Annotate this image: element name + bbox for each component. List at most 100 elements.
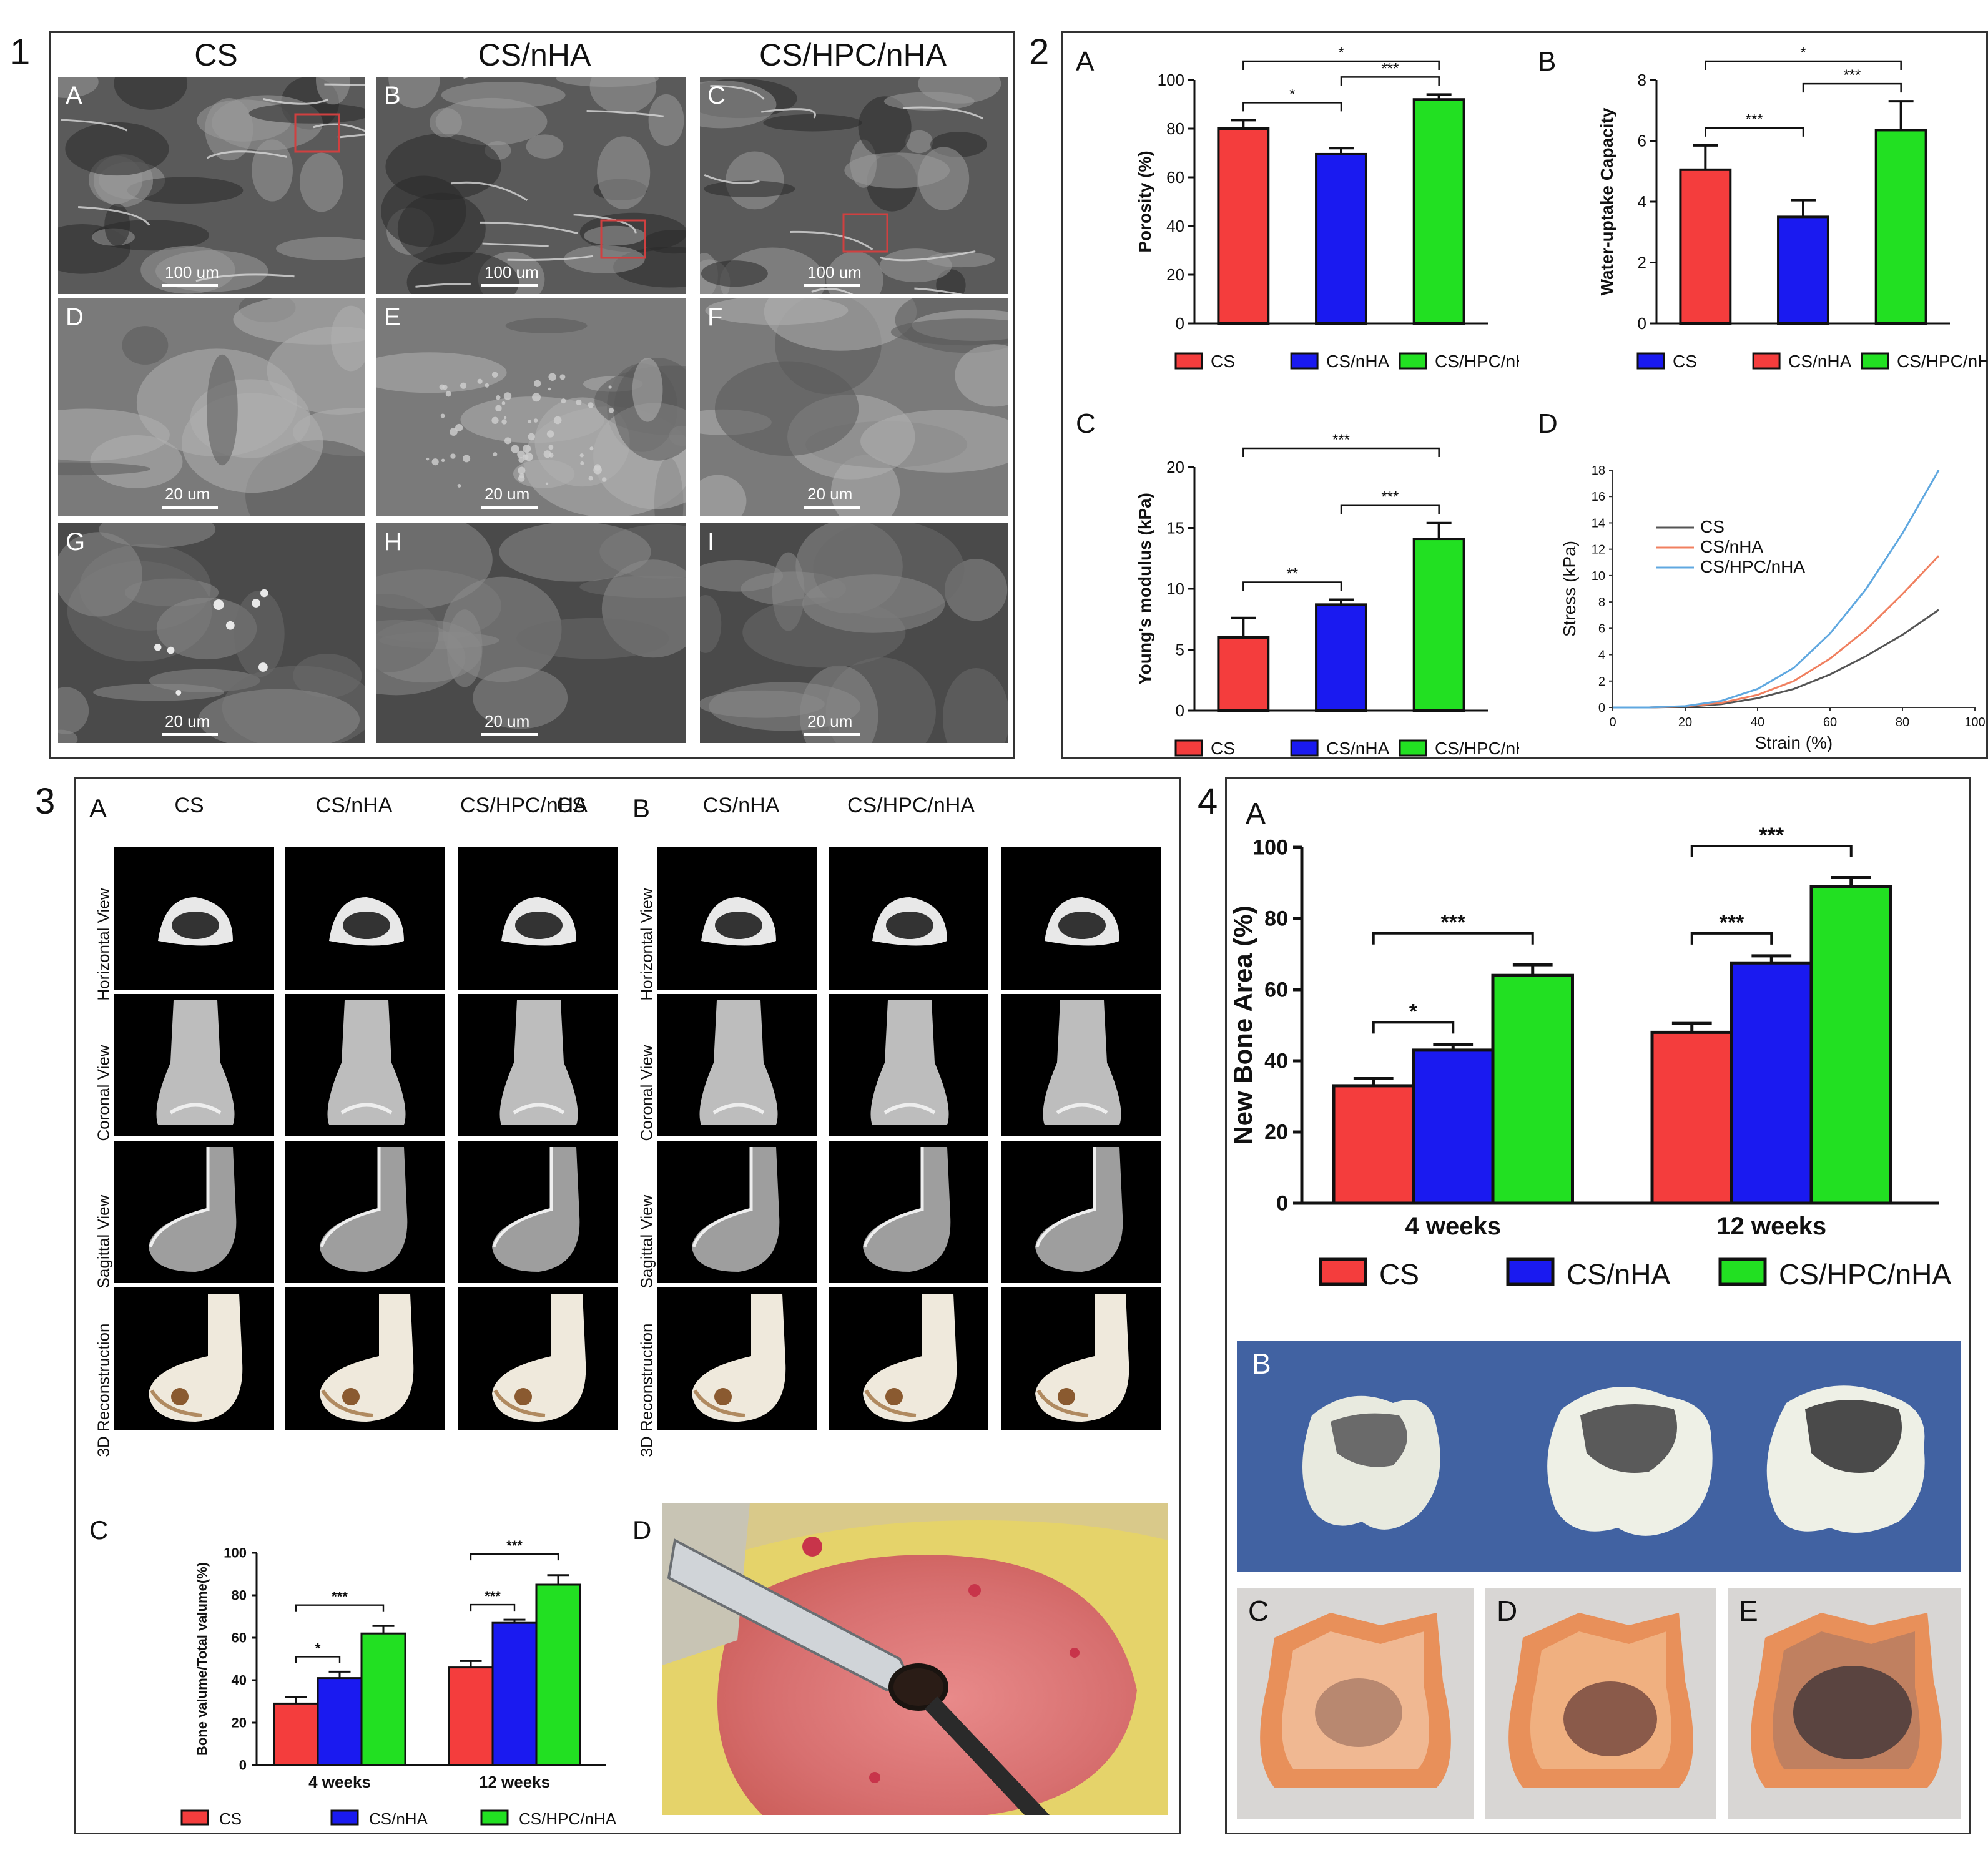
sem-particle bbox=[593, 465, 602, 475]
sem-texture bbox=[441, 81, 566, 109]
legend-swatch bbox=[1506, 1257, 1555, 1286]
sem-texture bbox=[299, 152, 343, 212]
significance-bracket bbox=[1372, 932, 1534, 945]
sem-texture bbox=[122, 326, 169, 365]
legend-label: CS/HPC/nHA bbox=[1897, 352, 1987, 371]
ct-image bbox=[1001, 847, 1161, 990]
sem-image-e: E 20 um bbox=[376, 298, 686, 516]
scale-label: 20 um bbox=[485, 712, 530, 731]
bone-cavity bbox=[515, 912, 563, 939]
bone-edge bbox=[492, 1147, 553, 1247]
sem-particle bbox=[503, 416, 507, 420]
sem-ridge bbox=[586, 110, 664, 117]
legend-swatch bbox=[1319, 1257, 1367, 1286]
sem-texture bbox=[99, 523, 216, 548]
sem-particle bbox=[545, 482, 549, 485]
sem-particle bbox=[534, 380, 541, 387]
significance-label: *** bbox=[1720, 911, 1744, 935]
scale-label: 20 um bbox=[165, 712, 210, 731]
sem-particle bbox=[491, 416, 499, 424]
sem-texture bbox=[505, 318, 588, 333]
y-tick-label: 0 bbox=[1176, 314, 1184, 333]
sem-ridge bbox=[61, 119, 128, 132]
y-axis-label: New Bone Area (%) bbox=[1228, 905, 1257, 1145]
significance-label: * bbox=[1289, 86, 1295, 102]
sem-texture bbox=[955, 344, 1008, 407]
sem-particle bbox=[548, 373, 556, 381]
y-tick-label: 6 bbox=[1638, 132, 1646, 150]
ct-image bbox=[829, 1287, 988, 1430]
bone-edge bbox=[320, 1147, 381, 1247]
sem-texture bbox=[331, 305, 365, 372]
sem-texture bbox=[942, 668, 1008, 743]
sem-texture bbox=[58, 462, 150, 476]
sem-particle bbox=[460, 382, 467, 389]
sem-texture bbox=[700, 594, 722, 653]
sem-ridge bbox=[761, 108, 816, 119]
sem-particle bbox=[579, 453, 584, 458]
scale-bar bbox=[804, 284, 860, 287]
chart-letter: C bbox=[1076, 408, 1096, 439]
legend-swatch bbox=[1636, 352, 1665, 370]
panel-3a-letter: A bbox=[89, 794, 107, 823]
defect-site bbox=[885, 1388, 903, 1405]
bone-3d bbox=[149, 1294, 243, 1422]
bar-cs-hpc-nha bbox=[1412, 98, 1465, 325]
bar-cs-hpc-nha bbox=[1491, 973, 1574, 1205]
bone-sagittal bbox=[149, 1147, 237, 1272]
sem-texture bbox=[597, 136, 651, 209]
zoom-box bbox=[842, 213, 888, 253]
sem-texture bbox=[516, 618, 669, 659]
sem-texture bbox=[376, 523, 493, 609]
legend-label: CS/nHA bbox=[1788, 352, 1851, 371]
sem-particle bbox=[518, 466, 526, 475]
sem-particle bbox=[518, 456, 524, 463]
ct-view-label: Horizontal View bbox=[94, 888, 113, 1001]
bar-cs-nha bbox=[1315, 152, 1367, 325]
sem-texture bbox=[93, 683, 224, 701]
y-tick-label: 2 bbox=[1598, 675, 1605, 689]
bone-edge bbox=[883, 1103, 936, 1115]
bar-cs-nha bbox=[491, 1621, 538, 1766]
y-tick-label: 20 bbox=[1166, 458, 1184, 476]
sem-particle bbox=[533, 418, 538, 423]
y-tick-label: 20 bbox=[1264, 1120, 1288, 1144]
sem-texture bbox=[248, 103, 365, 124]
sem-particle bbox=[439, 384, 445, 390]
x-tick-label: 20 bbox=[1678, 716, 1692, 729]
sem-particle bbox=[495, 405, 502, 412]
sem-particle bbox=[561, 398, 566, 404]
bar-cs-nha bbox=[1730, 961, 1813, 1205]
y-tick-label: 8 bbox=[1598, 596, 1605, 609]
significance-label: *** bbox=[1746, 111, 1763, 128]
y-tick-label: 12 bbox=[1592, 543, 1605, 557]
panel-3-ct: A B C D CS CS/nHA CS/HPC/nHA CS CS/nHA CS/HPC… bbox=[74, 777, 1181, 1834]
y-tick-label: 40 bbox=[232, 1672, 247, 1688]
sem-texture bbox=[700, 81, 777, 129]
sem-texture bbox=[388, 77, 440, 109]
y-tick-label: 80 bbox=[1166, 119, 1184, 138]
defect-site bbox=[342, 1388, 360, 1405]
sem-particle bbox=[450, 453, 456, 459]
y-tick-label: 20 bbox=[1166, 265, 1184, 284]
legend-swatch bbox=[1174, 352, 1203, 370]
y-tick-label: 80 bbox=[1264, 907, 1288, 930]
panel-2-number: 2 bbox=[1029, 32, 1050, 72]
bone-sagittal bbox=[863, 1147, 951, 1272]
significance-label: * bbox=[1409, 1000, 1418, 1023]
sem-particle bbox=[546, 430, 554, 438]
sem-image-f: F 20 um bbox=[700, 298, 1008, 516]
y-axis-label: Stress (kPa) bbox=[1560, 541, 1579, 637]
sem-texture bbox=[430, 107, 463, 138]
y-tick-label: 60 bbox=[1166, 168, 1184, 187]
y-tick-label: 40 bbox=[1166, 217, 1184, 235]
sem-particle bbox=[588, 476, 593, 481]
scale-label: 20 um bbox=[807, 712, 853, 731]
sem-texture bbox=[435, 97, 548, 145]
legend-swatch bbox=[480, 1809, 509, 1826]
panel-1-sem-grid: CS CS/nHA CS/HPC/nHA A 100 um B 100 um C 100 … bbox=[49, 31, 1015, 759]
bar-cs-hpc-nha bbox=[1874, 129, 1927, 325]
sem-texture bbox=[140, 245, 235, 294]
legend-swatch bbox=[1752, 352, 1781, 370]
sem-particle bbox=[463, 455, 471, 463]
